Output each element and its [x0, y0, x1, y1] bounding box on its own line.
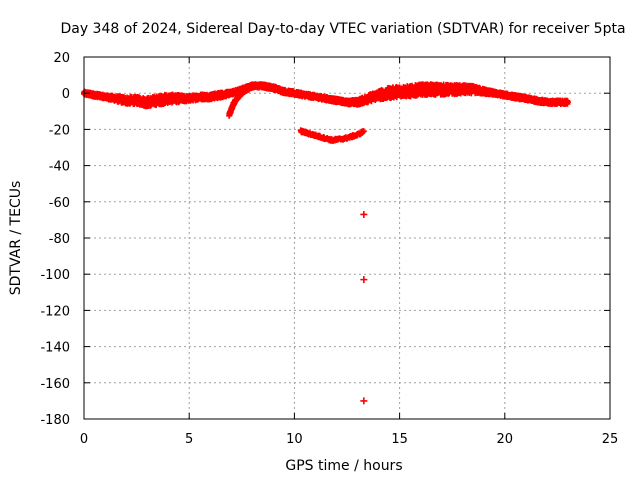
x-tick-label: 5: [185, 432, 193, 447]
y-tick-label: -60: [49, 196, 70, 211]
data-point: [360, 276, 368, 284]
x-tick-label: 15: [391, 432, 408, 447]
plot-frame: [83, 56, 611, 420]
x-tick-label: 20: [497, 432, 514, 447]
data-point: [247, 84, 254, 91]
chart-title: Day 348 of 2024, Sidereal Day-to-day VTE…: [60, 21, 625, 37]
x-tick-label: 25: [602, 432, 619, 447]
grid-lines: [84, 57, 610, 419]
tick-labels: 20 0 -20 -40 -60 -80 -100 -120 -140 -160 -180 0 5 10 1…: [40, 51, 618, 447]
x-axis-title: GPS time / hours: [285, 458, 402, 474]
y-tick-label: -80: [49, 232, 70, 247]
y-tick-label: 20: [53, 51, 70, 66]
y-tick-label: -140: [40, 341, 70, 356]
data-point: [360, 397, 368, 405]
axes: [83, 56, 611, 420]
series-main-band: [81, 81, 571, 110]
y-tick-label: 0: [62, 87, 70, 102]
series-low-segment: [297, 127, 367, 144]
x-tick-label: 10: [286, 432, 303, 447]
y-axis-title: SDTVAR / TECUs: [8, 181, 24, 296]
data-point: [360, 210, 368, 218]
y-tick-label: -120: [40, 304, 70, 319]
data-series: [81, 81, 571, 405]
y-tick-label: -100: [40, 268, 70, 283]
series-outliers: [360, 210, 368, 405]
data-point: [360, 128, 367, 135]
series-rising-arc: [226, 84, 254, 119]
y-tick-label: -40: [49, 160, 70, 175]
y-tick-label: -160: [40, 377, 70, 392]
x-tick-label: 0: [80, 432, 88, 447]
y-tick-label: -180: [40, 413, 70, 428]
data-point: [564, 99, 571, 106]
y-tick-label: -20: [49, 123, 70, 138]
